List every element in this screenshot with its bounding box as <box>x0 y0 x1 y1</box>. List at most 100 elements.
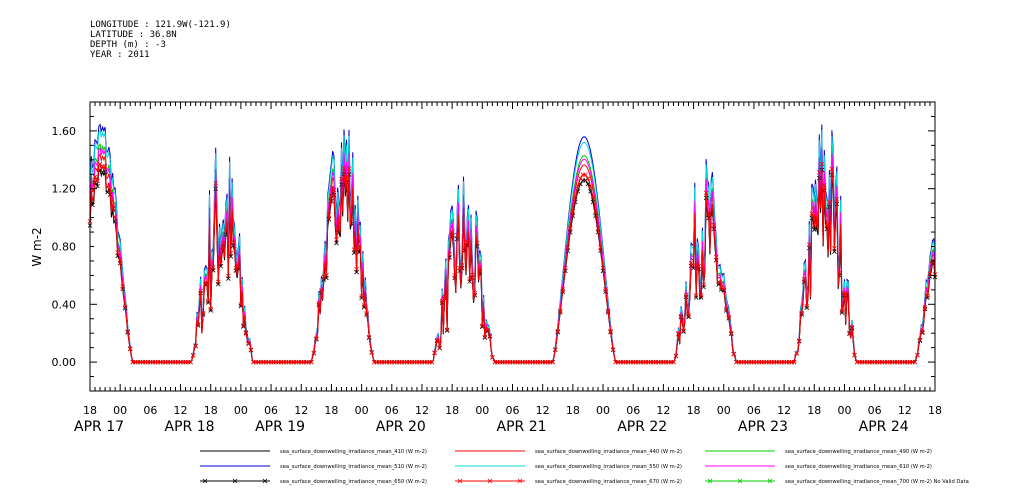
x-day-label: APR 20 <box>376 419 426 435</box>
data-point <box>246 341 251 346</box>
data-point <box>801 277 807 282</box>
data-point <box>482 334 488 340</box>
data-point <box>188 359 193 365</box>
data-point <box>334 240 339 246</box>
y-tick-label: 1.20 <box>52 183 77 196</box>
data-point <box>223 228 229 233</box>
data-point <box>839 310 845 315</box>
data-point <box>585 176 591 181</box>
data-point <box>555 329 561 334</box>
legend-label: sea_surface_downwelling_irradiance_mean_… <box>785 449 932 455</box>
data-point <box>701 282 706 287</box>
data-point <box>472 290 478 296</box>
x-tick-label: 06 <box>143 404 157 417</box>
x-tick-label: 18 <box>83 404 97 417</box>
data-point <box>583 178 588 183</box>
data-point <box>568 225 573 231</box>
data-point <box>107 187 113 192</box>
data-point <box>482 335 488 341</box>
data-point <box>208 306 213 312</box>
data-point <box>243 330 249 335</box>
x-tick-label: 18 <box>566 404 580 417</box>
x-tick-label: 00 <box>475 404 489 417</box>
data-point <box>827 199 832 205</box>
data-point <box>213 181 219 186</box>
data-point <box>721 285 727 291</box>
y-tick-label: 1.60 <box>52 125 77 138</box>
data-point <box>339 176 344 182</box>
data-point <box>444 327 450 332</box>
data-point <box>595 225 601 231</box>
data-point <box>351 250 357 256</box>
data-point <box>686 313 691 318</box>
data-point <box>432 350 437 355</box>
data-point <box>351 247 357 252</box>
data-point <box>324 273 329 278</box>
data-point <box>200 310 206 316</box>
data-point <box>726 314 732 320</box>
data-point <box>832 249 837 254</box>
data-point <box>703 190 709 196</box>
data-point <box>673 353 679 359</box>
data-point <box>560 287 566 292</box>
data-point <box>454 232 460 238</box>
x-tick-label: 18 <box>928 404 942 417</box>
data-point <box>205 300 211 305</box>
data-point <box>610 347 616 352</box>
data-point <box>359 293 364 299</box>
x-tick-label: 12 <box>294 404 308 417</box>
data-point <box>819 161 825 167</box>
data-point <box>459 263 465 268</box>
data-point <box>462 244 467 250</box>
data-point <box>208 308 213 313</box>
data-point <box>588 183 593 189</box>
data-point <box>731 351 737 357</box>
data-point <box>605 308 611 314</box>
x-tick-label: 18 <box>204 404 218 417</box>
y-axis-label: W m-2 <box>30 227 44 266</box>
data-point <box>198 288 203 294</box>
data-point <box>837 270 842 275</box>
data-point <box>698 293 704 298</box>
data-point <box>331 187 337 193</box>
data-point <box>550 359 556 365</box>
data-point <box>706 211 711 216</box>
data-point <box>356 246 362 252</box>
data-point <box>600 265 606 271</box>
data-point <box>583 172 588 178</box>
data-point <box>480 324 485 330</box>
data-point <box>671 359 676 365</box>
data-point <box>834 196 840 202</box>
data-point <box>920 329 925 335</box>
data-point <box>814 222 820 227</box>
data-point <box>558 308 563 314</box>
legend-marker <box>232 478 238 484</box>
x-tick-label: 06 <box>747 404 761 417</box>
data-point <box>439 298 445 304</box>
data-point <box>195 322 201 327</box>
x-day-label: APR 23 <box>738 419 788 435</box>
data-point <box>336 226 342 231</box>
legend-marker <box>262 478 268 484</box>
x-tick-label: 12 <box>536 404 550 417</box>
legend-label: sea_surface_downwelling_irradiance_mean_… <box>535 464 682 470</box>
legend-label: sea_surface_downwelling_irradiance_mean_… <box>280 464 427 470</box>
data-point <box>344 174 349 180</box>
x-day-label: APR 24 <box>859 419 909 435</box>
data-point <box>915 352 920 358</box>
data-point <box>444 328 450 333</box>
data-point <box>693 293 699 298</box>
data-point <box>190 353 196 358</box>
x-day-label: APR 21 <box>497 419 547 435</box>
x-tick-label: 06 <box>626 404 640 417</box>
data-point <box>117 257 123 263</box>
y-tick-label: 0.40 <box>52 298 77 311</box>
x-tick-label: 06 <box>264 404 278 417</box>
data-point <box>804 305 810 311</box>
data-point <box>203 279 208 285</box>
data-point <box>598 245 603 250</box>
data-point <box>829 166 835 172</box>
data-point <box>329 193 334 199</box>
legend-marker <box>707 478 713 484</box>
